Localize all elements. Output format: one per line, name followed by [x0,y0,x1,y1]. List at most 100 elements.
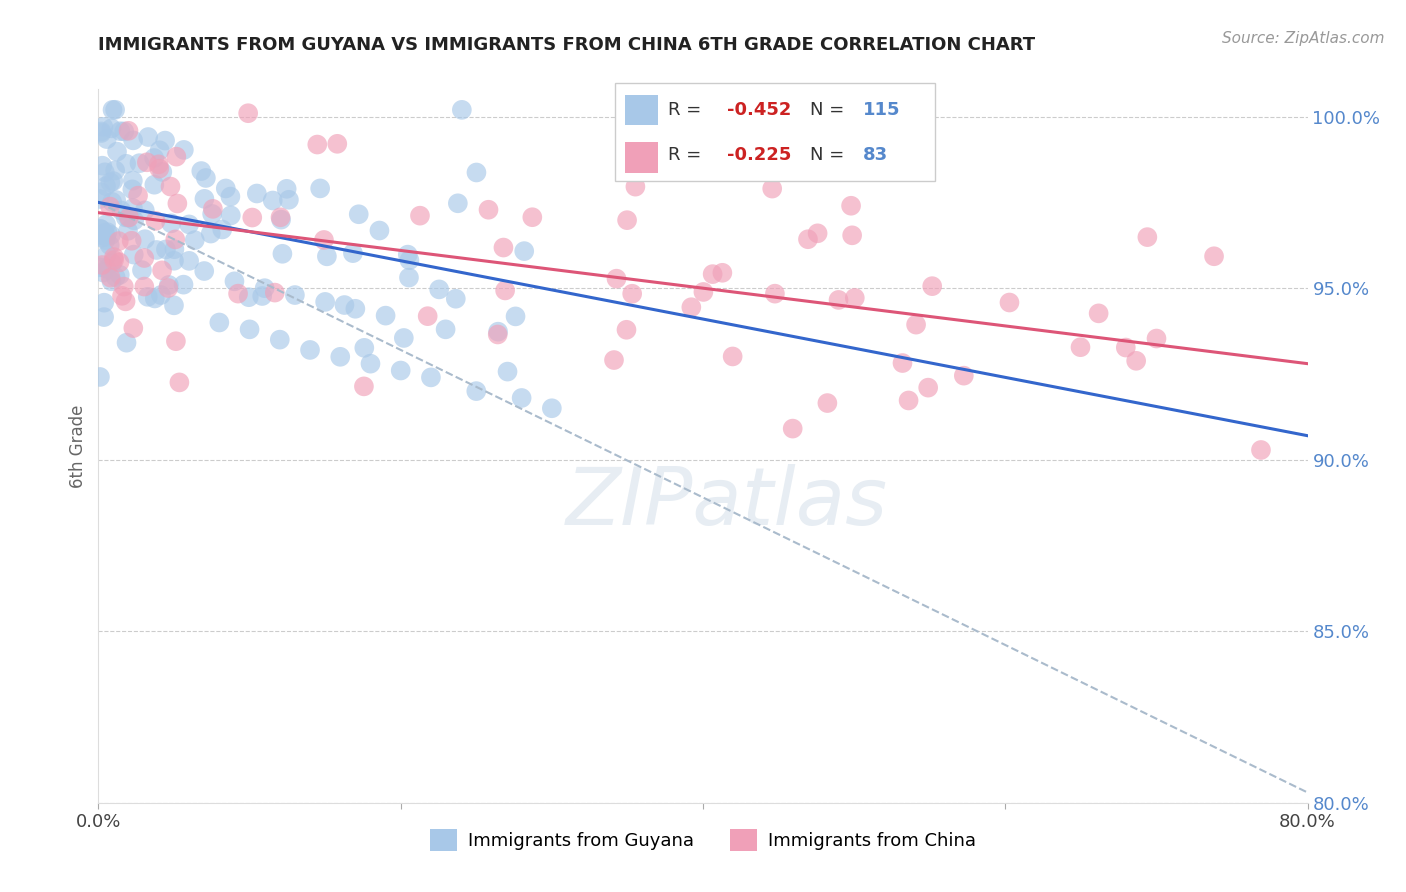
Point [347,207,370,221]
Point [104,270,127,285]
Text: N =: N = [810,146,844,164]
Point [114,294,136,309]
Point [117,224,139,238]
Point [492,241,515,255]
Point [89,228,111,243]
Point [105,193,128,207]
Point [101,103,124,117]
Point [98,200,121,214]
Point [447,196,470,211]
Point [89,370,111,384]
Point [118,211,141,225]
Point [100,270,122,285]
Point [112,124,135,138]
Point [117,211,139,225]
Point [108,268,131,282]
Text: N =: N = [810,101,844,119]
Point [122,321,145,335]
Point [143,151,166,165]
Point [143,292,166,306]
Point [1146,332,1168,346]
Point [90,230,112,244]
Point [136,130,159,145]
Point [277,193,299,207]
Point [96,225,118,239]
Point [90,185,112,199]
Point [117,124,139,138]
Point [270,211,292,225]
Point [121,234,143,248]
FancyBboxPatch shape [614,83,935,181]
Point [179,218,201,232]
Point [208,316,231,330]
Point [169,376,191,390]
Point [917,381,939,395]
Point [344,301,367,316]
Point [94,218,117,232]
Point [271,247,294,261]
Point [307,137,329,152]
Point [143,178,166,192]
Point [94,179,117,194]
Y-axis label: 6th Grade: 6th Grade [69,404,87,488]
Point [409,209,432,223]
Point [122,213,145,227]
Point [621,286,644,301]
Point [262,194,284,208]
Point [215,181,238,195]
Point [134,279,156,293]
Point [398,270,420,285]
Point [108,255,131,269]
Point [91,120,114,134]
Point [253,281,276,295]
Point [270,212,292,227]
Text: -0.452: -0.452 [727,101,792,119]
Point [89,260,111,275]
Text: 115: 115 [863,101,900,119]
Point [315,249,337,263]
Point [396,247,419,261]
Point [763,286,786,301]
Point [155,243,177,257]
Point [353,379,375,393]
Point [603,353,626,368]
Point [166,196,188,211]
Point [103,174,125,188]
Point [91,159,114,173]
Point [194,171,217,186]
Point [98,238,121,252]
Point [96,261,118,276]
Point [148,161,170,176]
Point [224,274,246,288]
Point [160,216,183,230]
Point [389,363,412,377]
Point [276,182,298,196]
Point [309,181,332,195]
Point [193,192,215,206]
Point [815,396,838,410]
Point [513,244,536,259]
Point [100,274,122,288]
Point [159,179,181,194]
Point [107,234,129,248]
Point [103,250,125,264]
Point [100,175,122,189]
Point [416,309,439,323]
Point [134,232,156,246]
Point [522,211,544,225]
Point [131,263,153,277]
Point [157,277,180,292]
Text: 83: 83 [863,146,887,164]
Point [184,233,207,247]
Point [90,124,112,138]
Point [420,370,443,384]
Point [681,300,703,314]
Point [807,227,830,241]
Point [238,106,260,120]
Point [149,288,172,302]
Point [190,164,212,178]
Point [398,253,420,268]
Point [121,182,143,196]
Bar [624,142,658,173]
Point [105,145,128,159]
